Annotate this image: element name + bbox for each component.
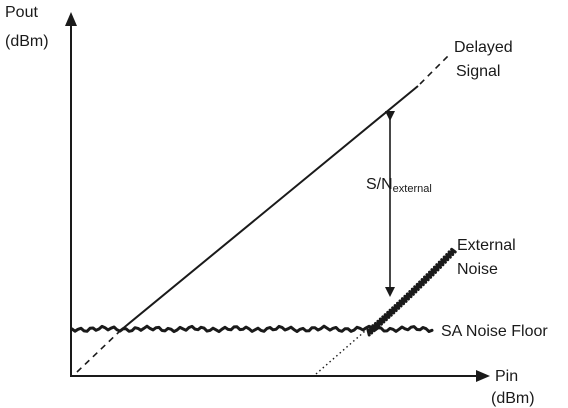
snr-label-main: S/N xyxy=(366,176,393,193)
x-axis-label-line1: Pin xyxy=(495,368,518,385)
y-axis-label-line2: (dBm) xyxy=(5,33,49,50)
delayed-signal-label-line1: Delayed xyxy=(454,39,513,56)
delayed-signal-dashed-upper xyxy=(419,55,449,85)
delayed-signal-line xyxy=(120,85,419,331)
sa-noise-floor-label: SA Noise Floor xyxy=(441,323,548,340)
external-noise-dotted-extension xyxy=(315,324,373,375)
y-axis-label-line1: Pout xyxy=(5,4,38,21)
external-noise-label-line2: Noise xyxy=(457,261,498,278)
snr-label: S/Nexternal xyxy=(366,176,432,195)
external-noise-label-line1: External xyxy=(457,237,516,254)
y-axis-arrow-icon xyxy=(65,12,77,26)
delayed-signal-dashed-lower xyxy=(76,329,122,373)
snr-label-subscript: external xyxy=(393,183,432,195)
x-axis-label-line2: (dBm) xyxy=(491,390,535,407)
external-noise-trace xyxy=(366,247,457,337)
x-axis-arrow-icon xyxy=(476,370,490,382)
delayed-signal-label-line2: Signal xyxy=(456,63,500,80)
